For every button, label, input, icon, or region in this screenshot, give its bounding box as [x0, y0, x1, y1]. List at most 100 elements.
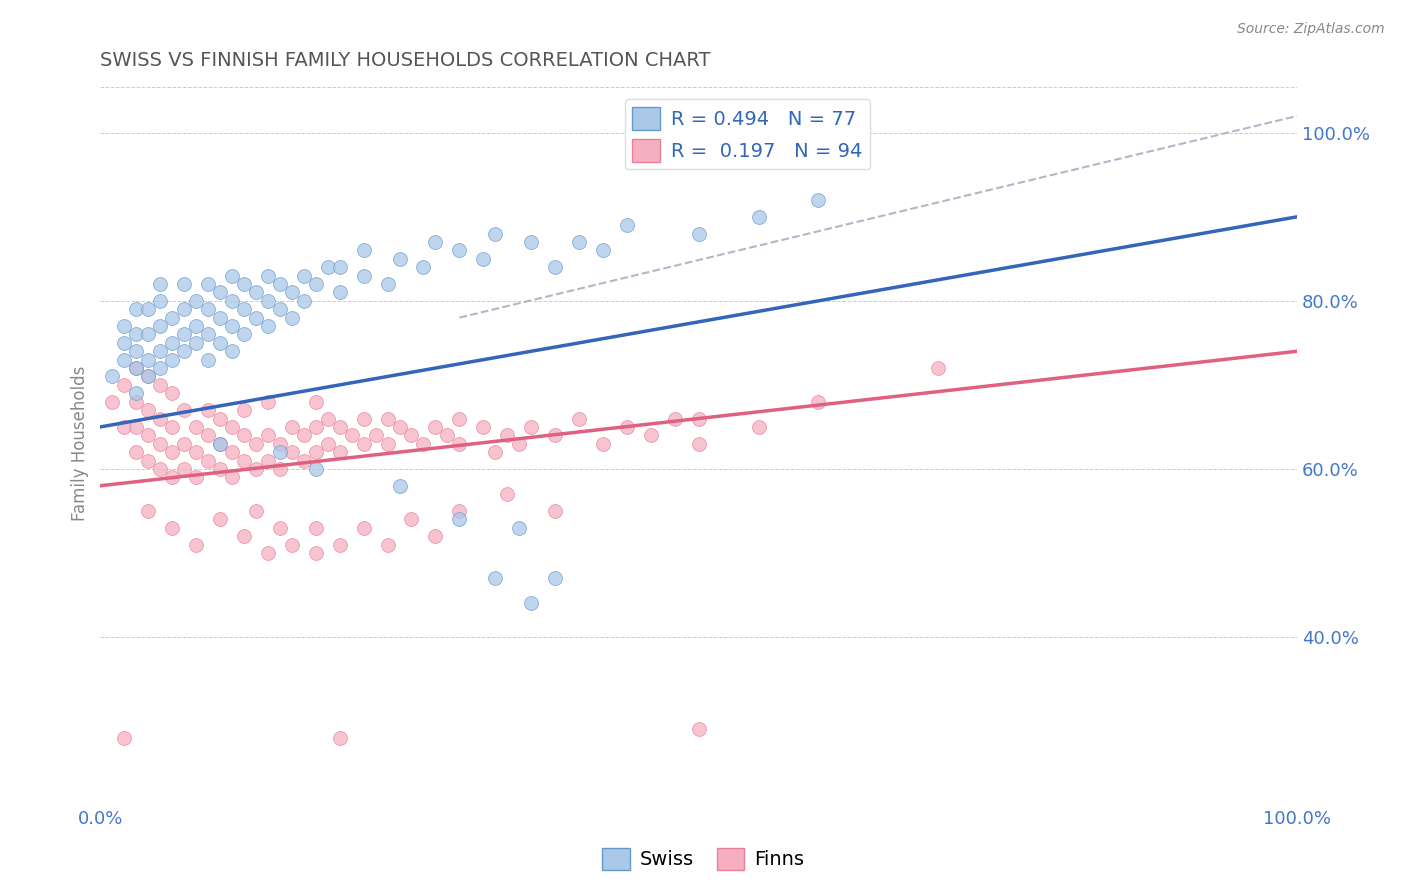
- Point: [173, 436, 195, 450]
- Point: [136, 302, 159, 317]
- Point: [173, 403, 195, 417]
- Point: [233, 529, 256, 543]
- Point: [425, 235, 447, 249]
- Point: [125, 394, 148, 409]
- Point: [257, 268, 280, 283]
- Legend: Swiss, Finns: Swiss, Finns: [595, 839, 811, 878]
- Point: [592, 436, 614, 450]
- Point: [160, 352, 183, 367]
- Point: [292, 453, 315, 467]
- Point: [449, 512, 471, 526]
- Point: [377, 436, 399, 450]
- Point: [353, 268, 375, 283]
- Point: [136, 504, 159, 518]
- Point: [436, 428, 458, 442]
- Point: [616, 420, 638, 434]
- Point: [329, 285, 352, 300]
- Point: [807, 394, 830, 409]
- Point: [340, 428, 363, 442]
- Point: [160, 521, 183, 535]
- Point: [305, 521, 328, 535]
- Point: [149, 411, 172, 425]
- Point: [377, 411, 399, 425]
- Point: [257, 394, 280, 409]
- Point: [353, 411, 375, 425]
- Point: [184, 335, 207, 350]
- Point: [388, 252, 411, 266]
- Point: [257, 293, 280, 308]
- Point: [281, 420, 304, 434]
- Point: [412, 436, 434, 450]
- Point: [101, 369, 124, 384]
- Point: [173, 302, 195, 317]
- Point: [160, 470, 183, 484]
- Point: [544, 428, 567, 442]
- Point: [125, 445, 148, 459]
- Point: [125, 327, 148, 342]
- Point: [544, 571, 567, 585]
- Point: [592, 244, 614, 258]
- Point: [316, 411, 339, 425]
- Point: [640, 428, 662, 442]
- Point: [197, 327, 219, 342]
- Legend: R = 0.494   N = 77, R =  0.197   N = 94: R = 0.494 N = 77, R = 0.197 N = 94: [624, 99, 870, 169]
- Point: [449, 504, 471, 518]
- Point: [292, 293, 315, 308]
- Point: [364, 428, 387, 442]
- Point: [112, 352, 135, 367]
- Point: [269, 302, 291, 317]
- Point: [112, 731, 135, 745]
- Point: [197, 403, 219, 417]
- Point: [472, 252, 495, 266]
- Point: [233, 403, 256, 417]
- Point: [112, 420, 135, 434]
- Point: [520, 235, 543, 249]
- Point: [520, 420, 543, 434]
- Point: [269, 521, 291, 535]
- Point: [484, 445, 506, 459]
- Point: [316, 260, 339, 275]
- Point: [208, 335, 231, 350]
- Point: [221, 293, 243, 308]
- Point: [136, 327, 159, 342]
- Point: [208, 411, 231, 425]
- Point: [269, 436, 291, 450]
- Point: [233, 327, 256, 342]
- Text: Source: ZipAtlas.com: Source: ZipAtlas.com: [1237, 22, 1385, 37]
- Point: [149, 277, 172, 291]
- Point: [136, 369, 159, 384]
- Point: [136, 369, 159, 384]
- Point: [305, 445, 328, 459]
- Point: [544, 260, 567, 275]
- Point: [353, 436, 375, 450]
- Point: [292, 428, 315, 442]
- Point: [136, 428, 159, 442]
- Point: [305, 394, 328, 409]
- Point: [125, 361, 148, 376]
- Point: [149, 344, 172, 359]
- Point: [520, 596, 543, 610]
- Point: [149, 462, 172, 476]
- Point: [208, 436, 231, 450]
- Point: [245, 504, 267, 518]
- Point: [281, 310, 304, 325]
- Point: [184, 319, 207, 334]
- Point: [112, 319, 135, 334]
- Point: [149, 436, 172, 450]
- Y-axis label: Family Households: Family Households: [72, 366, 89, 522]
- Point: [197, 453, 219, 467]
- Point: [184, 293, 207, 308]
- Point: [269, 445, 291, 459]
- Point: [353, 244, 375, 258]
- Point: [125, 361, 148, 376]
- Point: [305, 277, 328, 291]
- Point: [160, 310, 183, 325]
- Point: [449, 411, 471, 425]
- Point: [221, 470, 243, 484]
- Point: [449, 436, 471, 450]
- Point: [472, 420, 495, 434]
- Point: [305, 420, 328, 434]
- Point: [927, 361, 949, 376]
- Point: [329, 537, 352, 551]
- Text: SWISS VS FINNISH FAMILY HOUSEHOLDS CORRELATION CHART: SWISS VS FINNISH FAMILY HOUSEHOLDS CORRE…: [100, 51, 711, 70]
